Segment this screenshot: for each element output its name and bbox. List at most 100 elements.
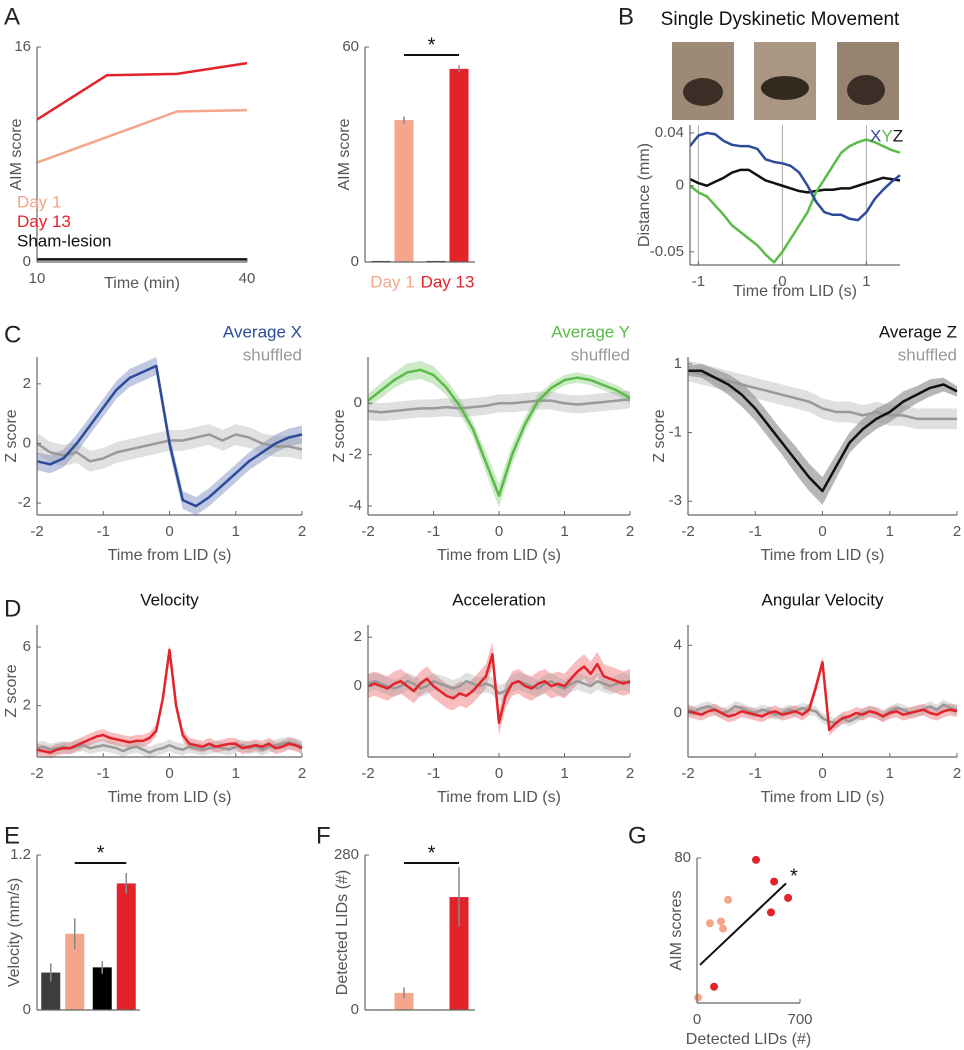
x-tick-label: 0 — [778, 273, 786, 290]
line — [367, 368, 631, 497]
legend-entry: Sham-lesion — [17, 231, 112, 250]
y-tick-label: 16 — [14, 38, 31, 55]
x-tick-label: -1 — [427, 523, 440, 540]
bar — [92, 967, 112, 1010]
y-tick-label: 2 — [354, 628, 362, 645]
y-tick-label: 0.04 — [655, 124, 684, 141]
bar — [116, 883, 136, 1010]
error-band — [368, 390, 630, 422]
x-axis-label: Time (min) — [104, 275, 180, 292]
y-tick-label: 0 — [676, 177, 684, 194]
line — [36, 108, 248, 164]
photo-mouse — [761, 76, 809, 100]
x-tick-label: 2 — [953, 765, 961, 782]
y-tick-label: -3 — [669, 492, 682, 509]
line — [36, 61, 248, 121]
x-tick-label: -2 — [681, 765, 694, 782]
category-label: Day 1 — [370, 272, 414, 291]
line — [367, 398, 631, 414]
photo-mouse — [847, 75, 885, 105]
y-tick-label: 4 — [674, 636, 682, 653]
x-tick-label: 1 — [232, 523, 240, 540]
chart-title: Single Dyskinetic Movement — [661, 9, 900, 30]
panel-letter: F — [316, 822, 331, 849]
line — [367, 653, 631, 725]
x-tick-label: -2 — [361, 523, 374, 540]
x-axis-label: Time from LID (s) — [437, 789, 561, 806]
legend-entry: Average Y — [551, 322, 630, 341]
y-tick-label: 0 — [23, 253, 31, 270]
x-tick-label: 1 — [862, 273, 870, 290]
panel-letter: E — [4, 822, 20, 849]
x-tick-label: 1 — [886, 523, 894, 540]
x-tick-label: 0 — [818, 765, 826, 782]
x-tick-label: 1 — [560, 765, 568, 782]
legend-entry: shuffled — [898, 345, 957, 364]
y-tick-label: -0.05 — [650, 243, 684, 260]
annotation: * — [790, 866, 798, 888]
y-axis-label: AIM score — [336, 118, 353, 190]
x-axis-label: Time from LID (s) — [761, 547, 885, 564]
y-tick-label: 1.2 — [10, 846, 31, 863]
legend-entry: X — [870, 126, 881, 145]
legend-entry: Y — [881, 126, 892, 145]
bar — [394, 992, 414, 1010]
x-tick-label: -1 — [97, 765, 110, 782]
x-tick-label: 0 — [693, 1011, 701, 1028]
y-tick-label: 0 — [23, 1001, 31, 1018]
x-axis-label: Time from LID (s) — [108, 789, 232, 806]
fit-line — [699, 882, 787, 966]
point — [784, 893, 793, 902]
photo-mouse — [683, 78, 723, 106]
line — [689, 138, 901, 264]
point — [719, 924, 728, 933]
point — [724, 895, 733, 904]
x-tick-label: 0 — [495, 765, 503, 782]
panel-letter: D — [4, 595, 21, 622]
error-band — [37, 357, 302, 515]
y-tick-label: 80 — [674, 849, 691, 866]
legend-entry: shuffled — [243, 345, 302, 364]
legend-entry: Day 13 — [17, 212, 71, 231]
line — [367, 679, 631, 695]
panel-letter: G — [628, 822, 647, 849]
error-band — [368, 360, 630, 508]
y-tick-label: 0 — [674, 704, 682, 721]
point — [752, 855, 761, 864]
y-tick-label: -2 — [349, 446, 362, 463]
y-tick-label: -4 — [349, 497, 362, 514]
x-tick-label: 700 — [787, 1011, 812, 1028]
x-tick-label: 10 — [29, 270, 46, 287]
legend-entry: Z — [893, 126, 903, 145]
x-axis-label: Time from LID (s) — [733, 283, 857, 300]
y-tick-label: 280 — [334, 846, 359, 863]
x-tick-label: 40 — [239, 270, 256, 287]
chart-title: Velocity — [140, 590, 199, 609]
point — [705, 919, 714, 928]
x-tick-label: -2 — [361, 765, 374, 782]
error-band — [688, 699, 957, 729]
y-tick-label: 6 — [23, 638, 31, 655]
x-tick-label: 0 — [818, 523, 826, 540]
x-tick-label: 2 — [298, 765, 306, 782]
significance-label: * — [97, 842, 105, 864]
x-tick-label: -2 — [30, 523, 43, 540]
error-band — [37, 736, 302, 759]
line — [689, 131, 901, 222]
y-axis-label: Detected LIDs (#) — [334, 870, 351, 995]
y-tick-label: 0 — [351, 1001, 359, 1018]
line — [688, 369, 958, 493]
photos — [672, 42, 899, 120]
y-axis-label: Z score — [3, 409, 20, 462]
y-axis-label: Distance (mm) — [636, 143, 653, 247]
x-tick-label: 2 — [953, 523, 961, 540]
y-axis-label: Z score — [331, 409, 348, 462]
y-axis-label: AIM score — [8, 118, 25, 190]
legend-entry: Average Z — [879, 322, 957, 341]
error-band — [688, 363, 957, 505]
y-tick-label: 0 — [351, 253, 359, 270]
y-tick-label: 0 — [23, 434, 31, 451]
legend-entry: Day 1 — [17, 192, 61, 211]
